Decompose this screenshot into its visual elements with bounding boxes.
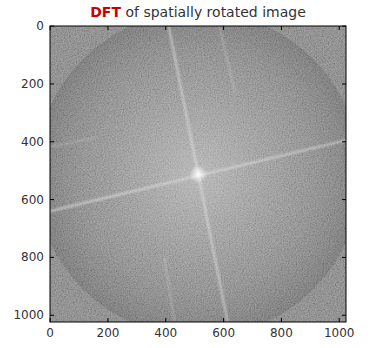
y-tick: [50, 257, 54, 258]
frame: [50, 26, 346, 322]
x-tick-label: 200: [97, 326, 120, 340]
y-tick: [342, 83, 346, 84]
streak: [50, 137, 96, 147]
x-tick-label: 1000: [324, 326, 355, 340]
chart: 0200400600800100002004006008001000DFT of…: [0, 0, 370, 348]
x-tick-label: 600: [212, 326, 235, 340]
y-tick: [50, 83, 54, 84]
y-tick-label: 0: [36, 19, 44, 33]
y-tick: [342, 26, 346, 27]
y-tick-label: 200: [21, 77, 44, 91]
x-tick: [107, 26, 108, 30]
peak: [189, 165, 207, 183]
streak: [164, 257, 174, 321]
y-tick: [50, 26, 54, 27]
x-tick: [281, 318, 282, 322]
y-tick-label: 800: [21, 250, 44, 264]
x-tick: [339, 318, 340, 322]
y-tick: [342, 199, 346, 200]
x-tick-label: 0: [46, 326, 54, 340]
x-tick-label: 400: [154, 326, 177, 340]
y-tick: [50, 199, 54, 200]
y-tick: [342, 257, 346, 258]
image-area: [50, 26, 346, 322]
x-tick: [281, 26, 282, 30]
y-tick-label: 400: [21, 135, 44, 149]
streak: [219, 26, 235, 92]
streak: [169, 26, 228, 322]
x-tick: [50, 318, 51, 322]
title: DFT of spatially rotated image: [90, 4, 306, 20]
x-tick: [223, 318, 224, 322]
y-tick: [342, 141, 346, 142]
x-tick: [165, 318, 166, 322]
x-tick: [223, 26, 224, 30]
y-tick: [50, 141, 54, 142]
y-tick-label: 600: [21, 193, 44, 207]
y-tick: [342, 315, 346, 316]
x-tick-label: 800: [270, 326, 293, 340]
streak: [50, 140, 346, 211]
y-tick-label: 1000: [13, 308, 44, 322]
x-tick: [107, 318, 108, 322]
spectrum-glow: [50, 26, 346, 322]
x-tick: [339, 26, 340, 30]
y-tick: [50, 315, 54, 316]
x-tick: [165, 26, 166, 30]
